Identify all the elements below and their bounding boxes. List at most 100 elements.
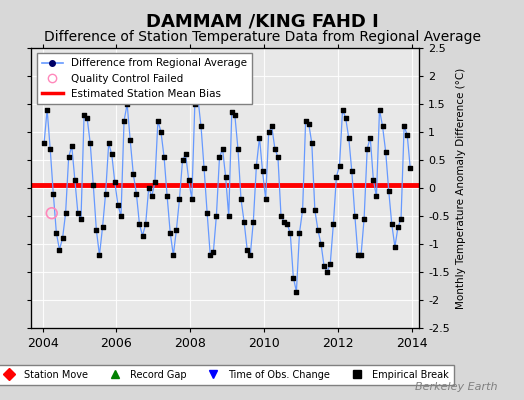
Point bbox=[58, 235, 67, 242]
Point bbox=[99, 224, 107, 230]
Point bbox=[292, 288, 301, 295]
Point bbox=[314, 227, 322, 233]
Point bbox=[206, 252, 214, 258]
Point bbox=[261, 196, 270, 202]
Point bbox=[283, 221, 291, 228]
Point bbox=[132, 190, 140, 197]
Point bbox=[234, 146, 242, 152]
Point bbox=[378, 123, 387, 130]
Point bbox=[351, 213, 359, 219]
Point bbox=[363, 146, 372, 152]
Point bbox=[102, 190, 110, 197]
Point bbox=[64, 154, 73, 160]
Point bbox=[212, 213, 221, 219]
Point bbox=[80, 112, 88, 118]
Point bbox=[68, 143, 76, 149]
Point bbox=[271, 146, 279, 152]
Point bbox=[224, 213, 233, 219]
Point bbox=[92, 227, 101, 233]
Point bbox=[357, 252, 365, 258]
Point bbox=[83, 115, 91, 121]
Point bbox=[107, 151, 116, 158]
Point bbox=[298, 207, 307, 214]
Point bbox=[209, 249, 217, 256]
Point bbox=[354, 252, 362, 258]
Point bbox=[385, 188, 393, 194]
Point bbox=[154, 118, 162, 124]
Point bbox=[274, 154, 282, 160]
Point bbox=[117, 213, 125, 219]
Point bbox=[308, 140, 316, 146]
Point bbox=[169, 252, 178, 258]
Point bbox=[178, 157, 187, 163]
Y-axis label: Monthly Temperature Anomaly Difference (°C): Monthly Temperature Anomaly Difference (… bbox=[455, 67, 465, 309]
Point bbox=[184, 176, 193, 183]
Point bbox=[342, 115, 350, 121]
Point bbox=[181, 151, 190, 158]
Legend: Difference from Regional Average, Quality Control Failed, Estimated Station Mean: Difference from Regional Average, Qualit… bbox=[37, 53, 252, 104]
Point bbox=[52, 230, 61, 236]
Point bbox=[163, 193, 171, 200]
Point bbox=[40, 140, 48, 146]
Point bbox=[400, 123, 408, 130]
Point bbox=[138, 232, 147, 239]
Point bbox=[222, 174, 230, 180]
Point bbox=[61, 210, 70, 216]
Point bbox=[200, 165, 208, 172]
Point bbox=[403, 132, 411, 138]
Point bbox=[141, 221, 150, 228]
Point bbox=[255, 134, 264, 141]
Point bbox=[123, 101, 132, 107]
Text: Berkeley Earth: Berkeley Earth bbox=[416, 382, 498, 392]
Point bbox=[360, 216, 368, 222]
Point bbox=[246, 252, 255, 258]
Point bbox=[345, 134, 353, 141]
Point bbox=[280, 218, 288, 225]
Point bbox=[129, 171, 137, 177]
Point bbox=[329, 221, 337, 228]
Point bbox=[277, 213, 285, 219]
Point bbox=[335, 162, 344, 169]
Point bbox=[289, 274, 298, 281]
Point bbox=[332, 174, 341, 180]
Point bbox=[48, 210, 56, 216]
Point bbox=[104, 140, 113, 146]
Point bbox=[172, 227, 181, 233]
Point bbox=[381, 148, 390, 155]
Point bbox=[347, 168, 356, 174]
Point bbox=[391, 244, 399, 250]
Point bbox=[215, 154, 224, 160]
Point bbox=[326, 260, 334, 267]
Point bbox=[77, 216, 85, 222]
Point bbox=[372, 193, 380, 200]
Point bbox=[394, 224, 402, 230]
Point bbox=[148, 193, 156, 200]
Point bbox=[188, 196, 196, 202]
Point bbox=[406, 165, 414, 172]
Point bbox=[157, 129, 165, 135]
Point bbox=[301, 118, 310, 124]
Point bbox=[227, 109, 236, 116]
Point bbox=[151, 179, 159, 186]
Point bbox=[268, 123, 276, 130]
Point bbox=[252, 162, 260, 169]
Point bbox=[265, 129, 273, 135]
Point bbox=[317, 241, 325, 247]
Point bbox=[46, 146, 54, 152]
Point bbox=[120, 118, 128, 124]
Point bbox=[311, 207, 319, 214]
Point bbox=[191, 101, 199, 107]
Point bbox=[249, 218, 257, 225]
Point bbox=[114, 202, 122, 208]
Point bbox=[43, 106, 51, 113]
Point bbox=[231, 112, 239, 118]
Text: DAMMAM /KING FAHD I: DAMMAM /KING FAHD I bbox=[146, 12, 378, 30]
Point bbox=[175, 196, 183, 202]
Point bbox=[111, 179, 119, 186]
Point bbox=[243, 246, 252, 253]
Point bbox=[296, 230, 304, 236]
Point bbox=[304, 120, 313, 127]
Point bbox=[375, 106, 384, 113]
Point bbox=[71, 176, 79, 183]
Point bbox=[323, 269, 331, 275]
